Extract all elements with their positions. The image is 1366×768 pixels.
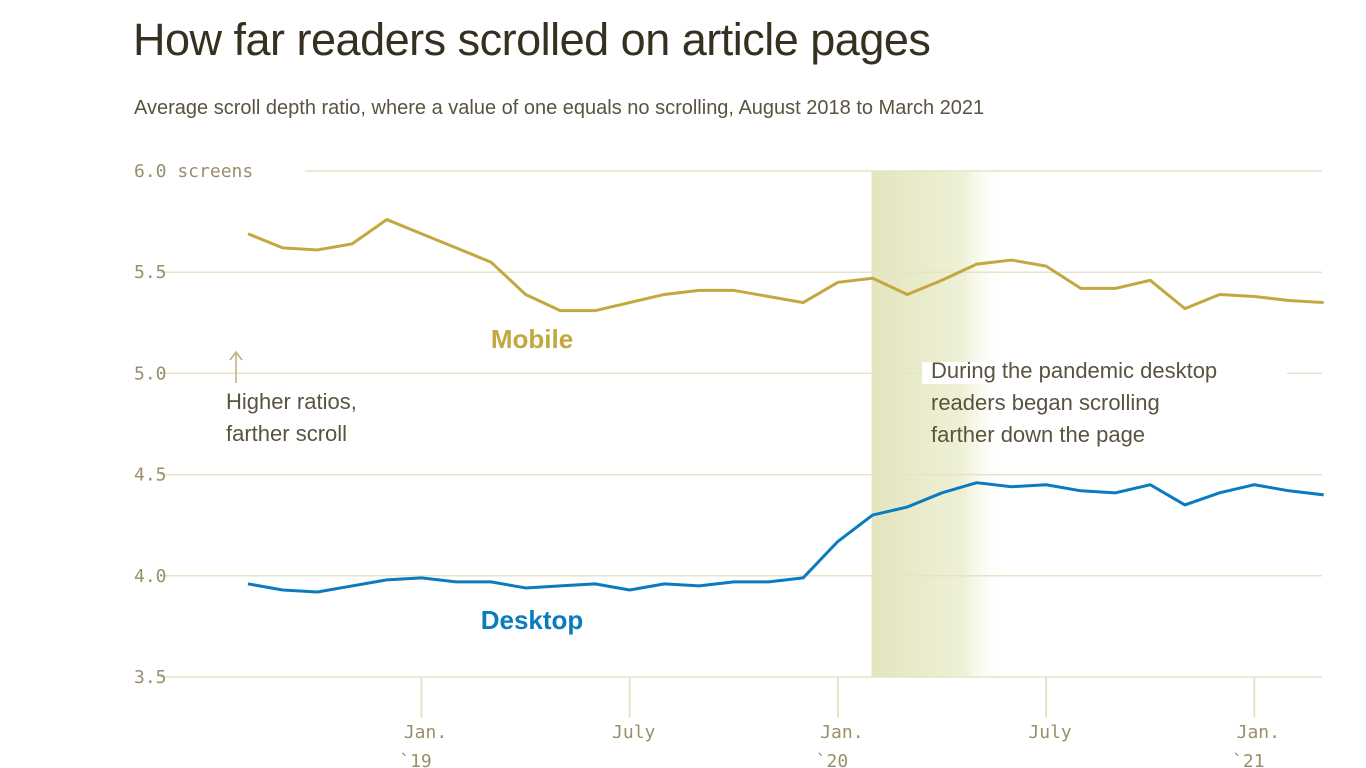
x-tick-label: Jan. — [1237, 722, 1280, 743]
y-tick-label: 6.0 screens — [134, 161, 253, 182]
annotation-higher-ratios: Higher ratios, — [226, 389, 357, 414]
y-tick-label: 5.5 — [134, 262, 167, 283]
pandemic-highlight-band — [871, 171, 1004, 677]
y-tick-label: 3.5 — [134, 667, 167, 688]
series-line-mobile — [247, 218, 1324, 313]
arrow-up-icon-head — [229, 350, 243, 361]
x-tick-label: Jan. — [820, 722, 863, 743]
x-tick-label: July — [612, 722, 656, 743]
y-tick-label: 4.0 — [134, 566, 167, 587]
x-tick-label: Jan. — [404, 722, 447, 743]
chart-subtitle: Average scroll depth ratio, where a valu… — [134, 97, 985, 119]
annotation-pandemic: readers began scrolling — [931, 390, 1160, 415]
annotation-pandemic: During the pandemic desktop — [931, 358, 1217, 383]
series-line-desktop — [247, 481, 1324, 594]
series-label-desktop: Desktop — [481, 605, 584, 635]
series-label-mobile: Mobile — [491, 324, 573, 354]
x-tick-label: July — [1028, 722, 1072, 743]
annotation-background — [922, 362, 1287, 384]
x-tick-sublabel: `20 — [816, 751, 849, 768]
annotation-higher-ratios: farther scroll — [226, 421, 347, 446]
y-tick-label: 4.5 — [134, 465, 167, 486]
x-tick-sublabel: `21 — [1232, 751, 1265, 768]
x-tick-sublabel: `19 — [399, 751, 432, 768]
chart-title: How far readers scrolled on article page… — [133, 14, 931, 65]
y-tick-label: 5.0 — [134, 363, 167, 384]
annotation-pandemic: farther down the page — [931, 422, 1145, 447]
